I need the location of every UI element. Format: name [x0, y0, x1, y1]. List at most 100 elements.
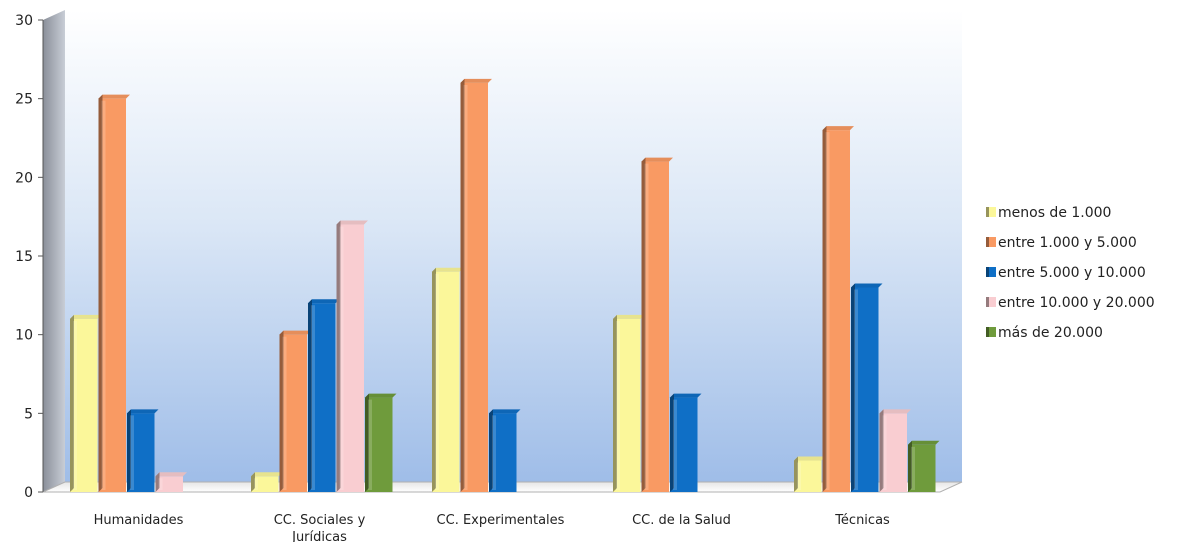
bar-front — [613, 318, 641, 492]
bar — [822, 126, 854, 492]
bar-top — [432, 267, 464, 272]
bar-highlight — [911, 446, 915, 490]
bar-side — [336, 220, 341, 493]
bar-side — [851, 283, 855, 492]
legend-swatch-side — [986, 297, 989, 307]
bar — [460, 78, 492, 492]
bar-front — [432, 271, 460, 492]
bar-side — [308, 299, 312, 492]
bar-top — [908, 440, 940, 445]
bar-front — [794, 460, 822, 492]
bar-side — [670, 393, 674, 492]
bar-side — [641, 157, 646, 492]
bar-side — [613, 314, 617, 492]
bar-top — [251, 472, 283, 477]
bar-highlight — [616, 320, 620, 490]
bar-highlight — [73, 320, 77, 490]
bar-side — [489, 409, 493, 492]
bar-highlight — [339, 226, 344, 491]
bar-front — [822, 130, 850, 492]
bar-top — [641, 157, 673, 162]
bar-top — [308, 299, 340, 304]
bar — [279, 330, 311, 492]
bar-front — [879, 413, 907, 492]
y-tick-label: 0 — [24, 485, 33, 501]
bar-top — [127, 409, 159, 414]
bar-side — [155, 472, 160, 492]
side-wall — [43, 10, 65, 492]
bar-front — [365, 397, 393, 492]
legend-item: entre 5.000 y 10.000 — [986, 265, 1146, 281]
bar-highlight — [797, 462, 801, 490]
legend-swatch — [986, 327, 996, 337]
legend-label: entre 10.000 y 20.000 — [998, 295, 1155, 311]
x-category-label: Técnicas — [834, 513, 890, 528]
legend-label: más de 20.000 — [998, 325, 1103, 341]
bar — [70, 314, 102, 492]
legend-swatch-side — [986, 237, 989, 247]
x-category-label: CC. Experimentales — [437, 513, 565, 528]
bar-highlight — [825, 132, 830, 490]
bar — [794, 456, 826, 492]
bar-front — [851, 287, 879, 492]
bar-front — [460, 82, 488, 492]
bars-group — [70, 78, 940, 493]
bar — [432, 267, 464, 492]
legend-swatch-side — [986, 267, 989, 277]
bar-side — [460, 78, 465, 492]
legend-swatch-side — [986, 327, 989, 337]
bar-front — [670, 397, 698, 492]
bar-top — [613, 314, 645, 319]
y-axis: 0 5 10 15 20 25 30 — [15, 13, 44, 501]
bar-front — [251, 476, 279, 492]
bar — [489, 409, 521, 492]
bar-highlight — [254, 478, 258, 490]
y-tick-label: 15 — [15, 249, 33, 265]
bar-highlight — [644, 163, 649, 490]
bar-highlight — [492, 415, 496, 490]
y-tick-label: 5 — [24, 406, 33, 422]
bar-highlight — [368, 399, 372, 490]
bar-front — [155, 476, 183, 492]
bar-top — [489, 409, 521, 414]
y-tick-label: 20 — [15, 170, 33, 186]
bar-top — [822, 126, 854, 131]
bar-top — [155, 472, 187, 477]
bar — [851, 283, 883, 492]
bar-front — [70, 318, 98, 492]
x-category-label: Humanidades — [94, 513, 184, 528]
bar-highlight — [882, 415, 887, 490]
bar — [908, 440, 940, 492]
x-category-label: CC. Sociales y Jurídicas — [274, 513, 366, 542]
bar-front — [641, 161, 669, 492]
bar-highlight — [673, 399, 677, 490]
bar-front — [308, 303, 336, 492]
bar-side — [365, 393, 369, 492]
y-tick-label: 25 — [15, 92, 33, 108]
bar-top — [98, 94, 130, 99]
legend-swatch — [986, 267, 996, 277]
bar-front — [127, 413, 155, 492]
legend-swatch — [986, 207, 996, 217]
bar-top — [365, 393, 397, 398]
bar — [98, 94, 130, 493]
bar — [613, 314, 645, 492]
x-category-label: CC. de la Salud — [632, 513, 731, 528]
bar-top — [460, 78, 492, 83]
legend: menos de 1.000 entre 1.000 y 5.000 entre 5… — [986, 205, 1155, 341]
bar-highlight — [435, 273, 439, 490]
legend-label: menos de 1.000 — [998, 205, 1111, 221]
bar-side — [879, 409, 884, 492]
bar-top — [336, 220, 368, 225]
legend-label: entre 1.000 y 5.000 — [998, 235, 1137, 251]
bar-side — [279, 330, 284, 492]
bar-front — [279, 334, 307, 492]
legend-swatch-side — [986, 207, 989, 217]
bar-front — [908, 444, 936, 492]
bar-top — [279, 330, 311, 335]
bar-highlight — [101, 100, 106, 491]
bar-top — [879, 409, 911, 414]
legend-item: entre 10.000 y 20.000 — [986, 295, 1155, 311]
